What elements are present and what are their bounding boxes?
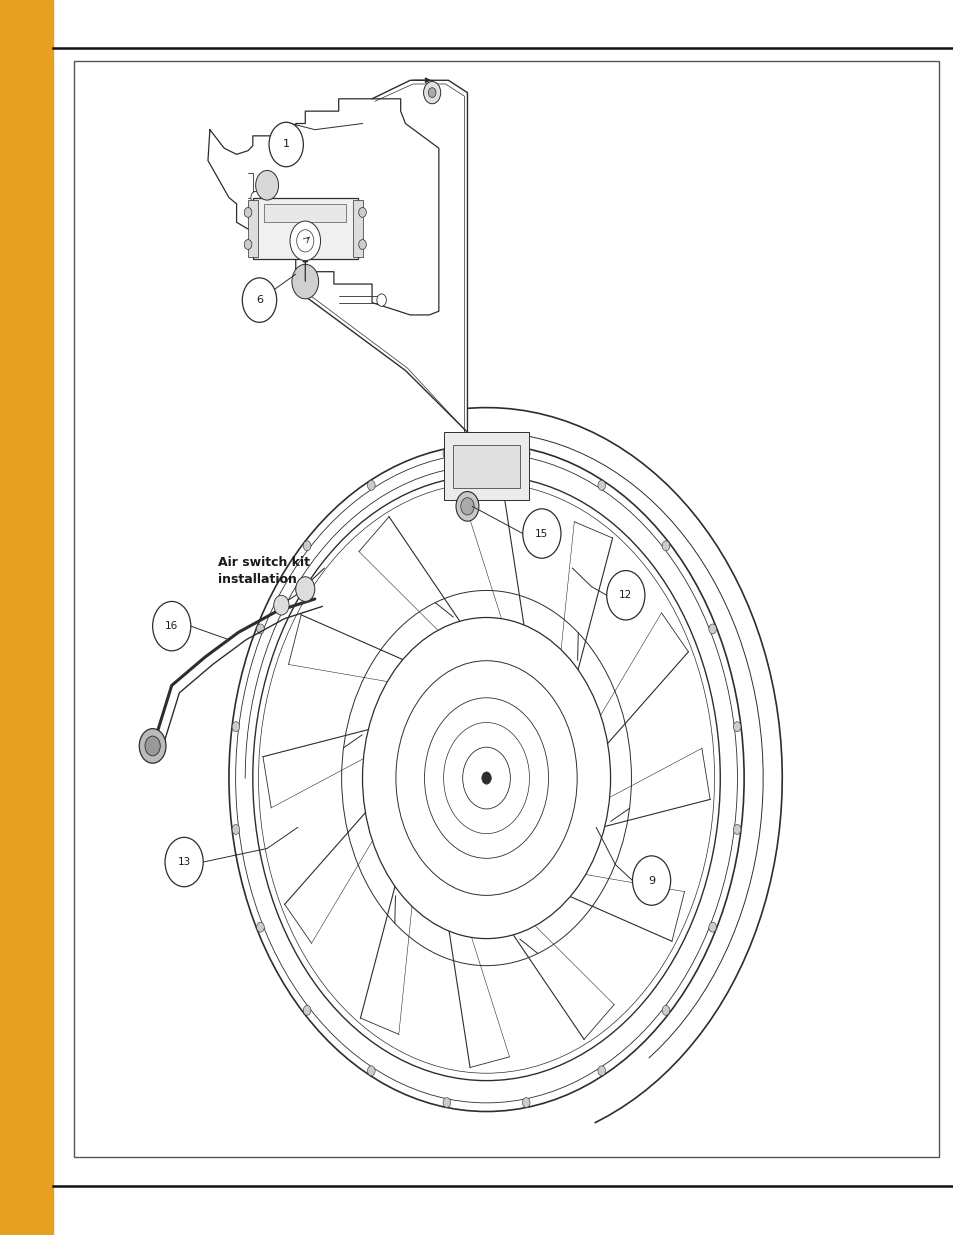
Circle shape [481, 772, 491, 784]
Circle shape [139, 729, 166, 763]
Circle shape [269, 122, 303, 167]
Circle shape [251, 241, 260, 253]
Circle shape [244, 207, 252, 217]
Circle shape [296, 230, 314, 252]
Circle shape [232, 721, 239, 731]
Text: 6: 6 [255, 295, 263, 305]
FancyBboxPatch shape [264, 204, 346, 222]
Circle shape [661, 541, 669, 551]
Circle shape [295, 577, 314, 601]
Circle shape [443, 722, 529, 834]
Circle shape [708, 923, 716, 932]
Text: 13: 13 [177, 857, 191, 867]
Circle shape [376, 294, 386, 306]
Circle shape [229, 445, 743, 1112]
Text: 15: 15 [535, 529, 548, 538]
Bar [0, 0, 53, 1235]
Circle shape [290, 221, 320, 261]
Circle shape [733, 721, 740, 731]
Circle shape [708, 624, 716, 634]
FancyBboxPatch shape [353, 200, 362, 257]
FancyBboxPatch shape [74, 61, 938, 1157]
Text: Air switch kit
installation: Air switch kit installation [217, 556, 309, 585]
Circle shape [145, 736, 160, 756]
Circle shape [165, 837, 203, 887]
Circle shape [606, 571, 644, 620]
Circle shape [442, 448, 450, 458]
Circle shape [522, 509, 560, 558]
Text: 1: 1 [282, 140, 290, 149]
Circle shape [258, 483, 714, 1073]
Circle shape [632, 856, 670, 905]
Circle shape [395, 661, 577, 895]
Circle shape [303, 541, 311, 551]
Circle shape [423, 82, 440, 104]
Circle shape [442, 1098, 450, 1108]
Circle shape [428, 88, 436, 98]
Text: 12: 12 [618, 590, 632, 600]
Circle shape [232, 825, 239, 835]
FancyBboxPatch shape [453, 445, 519, 488]
Circle shape [256, 923, 264, 932]
Circle shape [255, 170, 278, 200]
Text: 9: 9 [647, 876, 655, 885]
Circle shape [598, 480, 605, 490]
Circle shape [598, 1066, 605, 1076]
Circle shape [358, 207, 366, 217]
Circle shape [462, 747, 510, 809]
Circle shape [292, 264, 318, 299]
Circle shape [456, 492, 478, 521]
FancyBboxPatch shape [248, 200, 257, 257]
Circle shape [424, 698, 548, 858]
Circle shape [522, 448, 530, 458]
Circle shape [251, 191, 260, 204]
Circle shape [244, 240, 252, 249]
Circle shape [367, 1066, 375, 1076]
Circle shape [274, 595, 289, 615]
Circle shape [460, 498, 474, 515]
Circle shape [235, 453, 737, 1103]
FancyBboxPatch shape [253, 198, 357, 259]
Circle shape [358, 240, 366, 249]
Circle shape [256, 624, 264, 634]
Circle shape [253, 475, 720, 1081]
Circle shape [242, 278, 276, 322]
Circle shape [152, 601, 191, 651]
Circle shape [661, 1005, 669, 1015]
Circle shape [733, 825, 740, 835]
Circle shape [362, 618, 610, 939]
FancyBboxPatch shape [443, 432, 529, 500]
Circle shape [367, 480, 375, 490]
Text: 16: 16 [165, 621, 178, 631]
Circle shape [522, 1098, 530, 1108]
Circle shape [303, 1005, 311, 1015]
